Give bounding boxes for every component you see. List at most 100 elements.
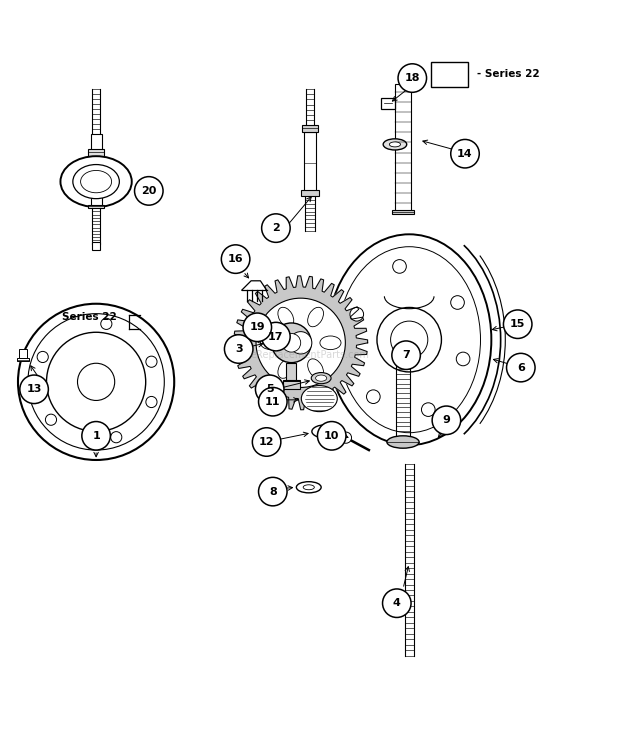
Circle shape (255, 375, 284, 404)
Text: 9: 9 (443, 416, 450, 425)
Bar (302, 125, 318, 132)
Text: Series 22: Series 22 (62, 313, 117, 322)
Circle shape (392, 260, 406, 273)
Text: - Series 22: - Series 22 (477, 69, 540, 79)
Bar (283, 380, 300, 389)
Circle shape (366, 390, 380, 404)
Circle shape (259, 387, 287, 416)
Ellipse shape (327, 234, 491, 445)
Text: 18: 18 (404, 73, 420, 83)
Circle shape (503, 310, 532, 338)
Circle shape (259, 477, 287, 506)
Circle shape (45, 414, 56, 425)
Text: 8: 8 (269, 486, 277, 496)
Text: 11: 11 (265, 397, 280, 407)
Circle shape (82, 421, 110, 450)
Bar (381, 98, 395, 109)
Circle shape (256, 298, 345, 387)
Ellipse shape (383, 139, 407, 150)
Text: 19: 19 (249, 322, 265, 332)
Ellipse shape (260, 336, 281, 350)
Ellipse shape (60, 156, 131, 207)
Bar (304, 132, 316, 191)
Circle shape (262, 214, 290, 242)
Ellipse shape (311, 373, 331, 383)
Circle shape (20, 375, 48, 404)
Bar (88, 149, 104, 157)
Ellipse shape (316, 375, 327, 381)
Bar (301, 190, 319, 196)
Circle shape (252, 428, 281, 456)
Circle shape (78, 363, 115, 400)
Circle shape (262, 322, 290, 351)
Circle shape (350, 308, 363, 321)
Bar (91, 194, 102, 205)
Ellipse shape (73, 165, 119, 198)
Circle shape (146, 356, 157, 367)
Circle shape (340, 432, 352, 443)
Circle shape (224, 335, 253, 363)
Circle shape (46, 332, 146, 432)
Text: 15: 15 (510, 319, 525, 330)
Text: 3: 3 (235, 344, 242, 354)
Ellipse shape (308, 359, 324, 378)
Circle shape (432, 406, 461, 434)
Circle shape (392, 341, 420, 370)
Circle shape (37, 351, 48, 362)
Ellipse shape (278, 359, 294, 378)
Text: 4: 4 (393, 599, 401, 608)
Circle shape (28, 313, 164, 450)
Text: eReplacementParts.com: eReplacementParts.com (250, 350, 370, 360)
Circle shape (135, 176, 163, 205)
Bar (92, 242, 100, 250)
Bar (431, 62, 468, 87)
Text: 6: 6 (517, 362, 525, 373)
Circle shape (282, 333, 301, 352)
Ellipse shape (303, 485, 314, 490)
Circle shape (451, 139, 479, 168)
Bar (392, 209, 414, 214)
Ellipse shape (387, 436, 419, 448)
Circle shape (146, 397, 157, 408)
Polygon shape (234, 276, 368, 410)
Circle shape (272, 323, 311, 362)
Circle shape (422, 403, 435, 416)
Text: 13: 13 (27, 384, 42, 394)
Circle shape (290, 332, 312, 354)
Circle shape (391, 321, 428, 358)
Circle shape (243, 313, 272, 342)
Circle shape (383, 589, 411, 617)
Text: 17: 17 (268, 332, 283, 342)
Circle shape (507, 354, 535, 382)
Bar (395, 84, 411, 211)
Ellipse shape (296, 482, 321, 493)
Ellipse shape (320, 429, 334, 434)
Circle shape (18, 304, 174, 460)
Bar (88, 205, 104, 208)
Text: 14: 14 (457, 149, 473, 159)
Text: 7: 7 (402, 350, 410, 360)
Ellipse shape (301, 386, 337, 412)
Ellipse shape (81, 171, 112, 192)
Circle shape (110, 432, 122, 443)
Bar (19, 349, 27, 358)
Text: 1: 1 (92, 431, 100, 441)
Text: 2: 2 (272, 223, 280, 233)
Text: 5: 5 (266, 384, 273, 394)
Ellipse shape (389, 142, 401, 147)
Text: 12: 12 (259, 437, 275, 447)
Bar (17, 358, 29, 362)
Circle shape (100, 319, 112, 330)
Circle shape (456, 352, 470, 366)
Circle shape (398, 64, 427, 93)
Ellipse shape (308, 308, 324, 327)
Bar (286, 362, 296, 381)
Ellipse shape (312, 424, 342, 438)
Circle shape (451, 296, 464, 309)
Bar (91, 134, 102, 151)
Circle shape (317, 421, 346, 450)
Circle shape (377, 308, 441, 372)
Ellipse shape (278, 308, 294, 327)
Circle shape (221, 245, 250, 273)
Text: 20: 20 (141, 186, 156, 196)
